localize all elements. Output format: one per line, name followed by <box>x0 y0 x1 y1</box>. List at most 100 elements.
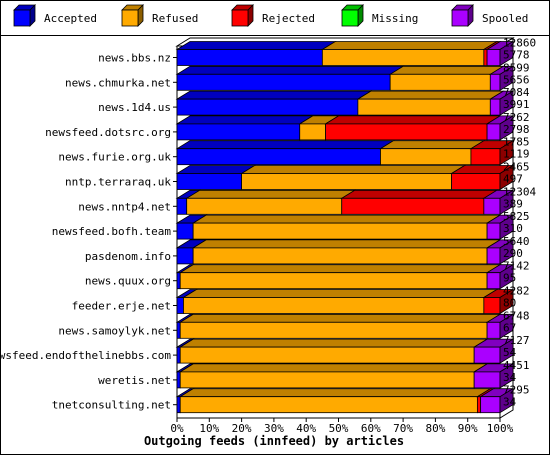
bar-segment-refused <box>178 388 492 414</box>
accepted-count-label: 67 <box>503 321 516 334</box>
bar-segment-spooled <box>472 363 515 389</box>
category-label: news.bbs.nz <box>98 52 171 65</box>
x-axis-ticks: 0% 10% 20% 30% 40% 50% 60% 70% 80% 90% 100% <box>170 418 514 435</box>
category-label: news.quux.org <box>85 275 171 288</box>
bar-segment-front <box>179 371 475 389</box>
legend-item-missing: Missing <box>341 4 418 27</box>
bar-row-news-bbs-nz <box>175 40 515 67</box>
bar-segment-front <box>473 371 501 389</box>
bar-segment-side <box>499 387 514 414</box>
x-tick-label: 80% <box>425 422 445 435</box>
bar-segment-refused <box>178 363 489 389</box>
bar-segment-top <box>178 338 489 348</box>
accepted-count-label: 1119 <box>503 148 530 161</box>
bar-segment-top <box>182 289 499 298</box>
bar-segment-side <box>499 214 514 240</box>
bar-segment-front <box>321 49 485 66</box>
bar-segment-front <box>183 297 485 314</box>
bar-segment-top <box>178 363 489 373</box>
category-label: feeder.erje.net <box>72 300 171 313</box>
total-count-label: 12860 <box>503 37 536 50</box>
total-count-label: 2465 <box>503 161 530 174</box>
bar-segment-accepted <box>175 41 337 66</box>
bar-segment-front <box>176 173 242 190</box>
bar-segment-spooled <box>488 90 515 116</box>
bar-segment-spooled <box>479 387 515 414</box>
bar-segment-spooled <box>485 239 515 265</box>
category-labels: news.bbs.nz news.chmurka.net news.1d4.us ne… <box>0 52 177 412</box>
bar-segment-rejected <box>482 288 515 315</box>
bar-segment-spooled <box>482 189 515 216</box>
total-count-label: 4451 <box>503 359 530 372</box>
bar-segment-rejected <box>450 164 515 191</box>
x-tick-label: 30% <box>264 422 284 435</box>
bar-segment-front <box>451 173 501 190</box>
bar-segment-top <box>175 65 405 75</box>
legend-swatch <box>451 9 469 27</box>
bar-segment-front <box>299 123 326 141</box>
bar-segment-front <box>176 396 181 414</box>
bar-segment-refused <box>240 165 466 190</box>
bar-segment-refused <box>178 264 502 290</box>
total-count-label: 6748 <box>503 309 530 322</box>
legend-item-rejected: Rejected <box>231 4 315 27</box>
bar-row-news-1d4-us <box>175 90 515 116</box>
bar-segment-front <box>241 173 452 190</box>
bar-segment-front <box>486 321 501 339</box>
legend-item-refused: Refused <box>121 4 198 27</box>
accepted-count-label: 5656 <box>503 73 530 86</box>
bar-segment-spooled <box>485 214 515 240</box>
bar-row-newsfeed-endofthelinebbs-com <box>175 338 515 364</box>
total-count-label: 5825 <box>503 210 530 223</box>
bar-segment-front <box>176 197 188 215</box>
bar-segment-front <box>389 73 491 91</box>
total-count-label: 4282 <box>503 285 530 298</box>
bar-segment-front <box>483 197 501 215</box>
bar-segment-front <box>176 123 301 141</box>
bar-segment-front <box>357 98 491 116</box>
bar-segment-front <box>486 222 501 240</box>
bar-segment-side <box>499 263 514 290</box>
bar-row-news-furie-org-uk <box>175 139 515 166</box>
category-label: news.furie.org.uk <box>58 151 171 164</box>
bar-segment-accepted <box>175 165 257 190</box>
accepted-count-label: 54 <box>503 346 517 359</box>
category-label: newsfeed.dotsrc.org <box>45 126 171 139</box>
accepted-count-label: 497 <box>503 173 523 186</box>
bar-segment-refused <box>185 189 357 215</box>
accepted-count-label: 290 <box>503 247 523 260</box>
accepted-count-label: 34 <box>503 371 517 384</box>
legend-swatch <box>121 9 139 27</box>
bar-segment-front <box>489 73 501 91</box>
x-tick-label: 70% <box>393 422 413 435</box>
legend-swatch <box>231 9 249 27</box>
accepted-count-label: 34 <box>503 396 517 409</box>
bar-segment-spooled <box>485 115 515 141</box>
bar-segment-rejected <box>340 189 499 215</box>
bar-segment-front <box>179 321 488 339</box>
bar-segment-front <box>476 396 482 414</box>
total-count-label: 5640 <box>503 235 530 248</box>
bar-segment-top <box>175 41 337 50</box>
bar-row-weretis-net <box>175 363 515 389</box>
bar-segment-front <box>176 346 181 364</box>
category-label: news.1d4.us <box>98 101 171 114</box>
accepted-count-label: 310 <box>503 222 523 235</box>
legend-swatch <box>341 9 359 27</box>
bar-segment-top <box>324 115 502 125</box>
bar-segment-front <box>176 49 323 66</box>
bar-segment-accepted <box>175 140 395 166</box>
bar-row-newsfeed-dotsrc-org <box>175 115 515 141</box>
accepted-count-label: 389 <box>503 197 523 210</box>
bar-segment-top <box>175 115 315 125</box>
x-tick-label: 90% <box>458 422 478 435</box>
x-tick-label: 40% <box>296 422 316 435</box>
bar-row-news-nntp4-net <box>175 189 515 216</box>
total-count-label: 1785 <box>503 136 530 149</box>
x-tick-label: 20% <box>232 422 252 435</box>
bar-segment-refused <box>379 140 486 166</box>
bar-row-pasdenom-info <box>175 239 515 265</box>
bar-segment-side <box>499 65 514 92</box>
bar-segment-refused <box>320 41 499 66</box>
